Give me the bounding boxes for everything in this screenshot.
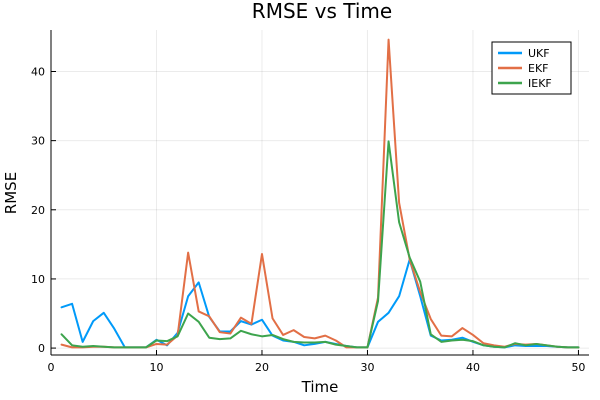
series bbox=[60, 38, 580, 349]
x-tick-label: 10 bbox=[149, 361, 163, 374]
legend-label-ukf: UKF bbox=[528, 47, 550, 60]
axes bbox=[50, 30, 589, 356]
x-tick-label: 50 bbox=[571, 361, 585, 374]
y-tick-label: 20 bbox=[31, 204, 45, 217]
chart-title: RMSE vs Time bbox=[252, 0, 392, 23]
series-line-iekf bbox=[60, 140, 580, 349]
y-tick-label: 30 bbox=[31, 135, 45, 148]
x-axis-label: Time bbox=[301, 378, 339, 396]
y-tick-label: 0 bbox=[38, 342, 45, 355]
legend-label-iekf: IEKF bbox=[528, 77, 552, 90]
x-tick-label: 30 bbox=[360, 361, 374, 374]
legend-label-ekf: EKF bbox=[528, 62, 549, 75]
y-axis-label: RMSE bbox=[2, 172, 20, 214]
legend: UKF EKF IEKF bbox=[491, 41, 572, 95]
y-tick-label: 10 bbox=[31, 273, 45, 286]
x-tick-label: 20 bbox=[255, 361, 269, 374]
x-tick-label: 0 bbox=[48, 361, 55, 374]
x-tick-label: 40 bbox=[466, 361, 480, 374]
y-tick-label: 40 bbox=[31, 65, 45, 78]
ticks: 0 10 20 30 40 50 0 10 20 30 40 bbox=[31, 65, 585, 374]
